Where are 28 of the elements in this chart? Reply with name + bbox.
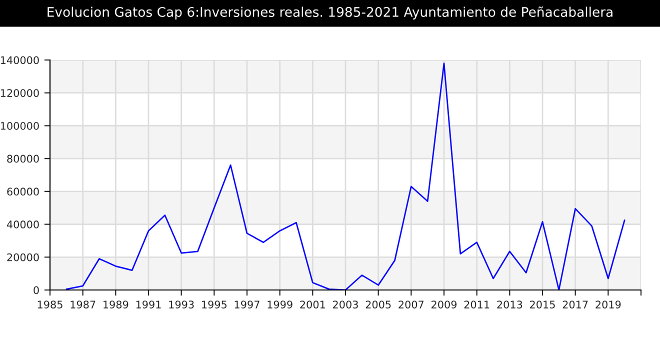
x-tick-label: 2015 [530,300,555,308]
x-tick-label: 2017 [562,300,588,308]
x-tick-label: 1991 [136,300,161,308]
x-tick-label: 1985 [38,300,62,308]
y-tick-label: 20000 [7,253,39,262]
y-tick-label: 60000 [7,188,39,196]
x-tick-label: 1993 [169,300,194,308]
x-tick-label: 1997 [234,300,260,308]
x-tick-label: 1989 [104,300,128,308]
y-tick-label: 120000 [0,89,39,97]
x-tick-label: 2013 [497,300,522,308]
line-series [66,62,626,290]
x-tick-label: 1995 [202,300,227,308]
x-tick-label: 2003 [333,300,358,308]
x-tick-label: 2011 [464,300,490,308]
x-tick-label: 2009 [432,300,457,308]
x-tick-label: 2007 [398,300,424,308]
x-tick-label: 1987 [70,300,96,308]
x-tick-label: 2001 [300,300,325,308]
x-tick-label: 2019 [596,300,621,308]
x-tick-label: 2005 [366,300,391,308]
y-tick-label: 0 [34,286,39,294]
y-tick-label: 140000 [0,56,39,64]
y-tick-label: 100000 [0,122,39,130]
y-tick-label: 40000 [6,220,39,228]
x-tick-label: 1999 [268,300,292,308]
chart-title: Evolucion Gatos Cap 6:Inversiones reales. 1985-2021 Ayuntamiento de Peñacaballera [48,6,612,20]
y-tick-label: 80000 [7,154,39,163]
